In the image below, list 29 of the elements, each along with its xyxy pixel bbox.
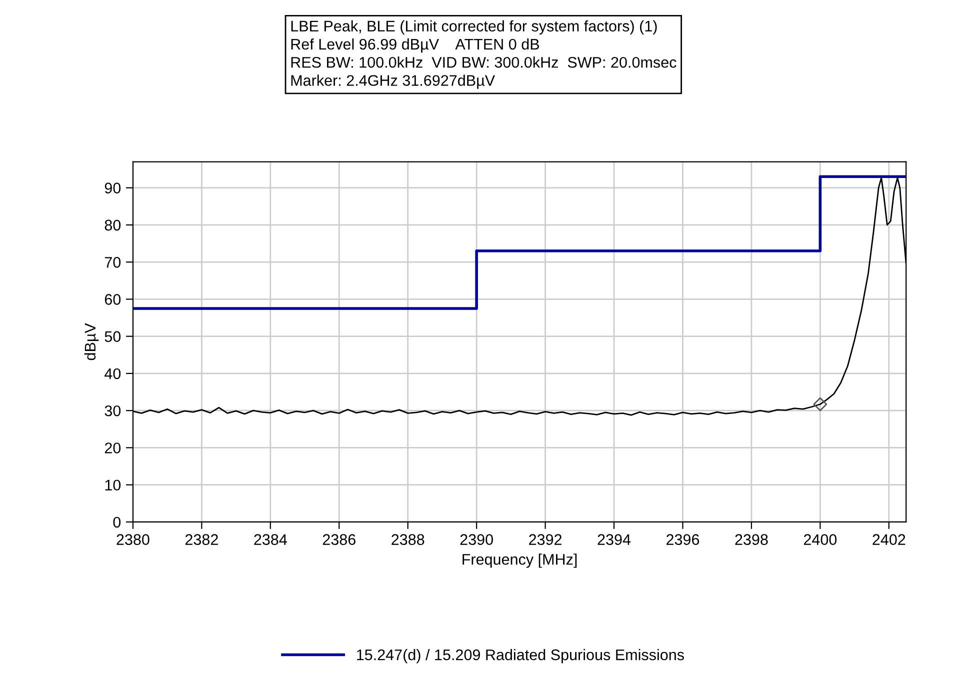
y-tick-label: 80: [104, 220, 121, 231]
y-tick-label: 20: [104, 442, 121, 454]
x-tick-label: 2394: [598, 534, 631, 545]
x-tick-label: 2392: [529, 534, 562, 545]
chart-title: LBE Peak, BLE (Limit corrected for system factors) (1): [291, 20, 657, 35]
x-tick-label: 2400: [804, 534, 837, 545]
x-tick-label: 2390: [460, 534, 493, 545]
x-tick-label: 2398: [735, 534, 768, 545]
x-tick-label: 2382: [185, 534, 218, 545]
x-tick-label: 2396: [666, 534, 700, 545]
x-tick-label: 2402: [872, 534, 906, 545]
x-tick-label: 2380: [116, 534, 150, 545]
x-axis-title: Frequency [MHz]: [462, 554, 577, 568]
y-tick-label: 10: [105, 480, 121, 491]
y-axis-title: dBµV: [84, 323, 99, 360]
legend-label: 15.247(d) / 15.209 Radiated Spurious Emissions: [357, 649, 684, 664]
text: Marker: 2.4GHz 31.6927dBµV: [291, 74, 495, 89]
x-tick-label: 2386: [322, 534, 356, 545]
y-tick-label: 90: [104, 182, 121, 194]
text: Ref Level 96.99 dBµV ATTEN 0 dB: [291, 38, 539, 53]
x-tick-label: 2384: [254, 534, 287, 545]
y-tick-label: 50: [104, 331, 121, 342]
y-tick-label: 0: [113, 516, 121, 528]
y-tick-label: 60: [104, 294, 121, 305]
y-tick-label: 40: [104, 368, 121, 380]
y-tick-label: 70: [104, 256, 121, 268]
text: RES BW: 100.0kHz VID BW: 300.0kHz SWP: 20.0msec: [291, 56, 676, 68]
x-tick-label: 2388: [392, 534, 424, 545]
y-tick-label: 30: [104, 405, 121, 416]
